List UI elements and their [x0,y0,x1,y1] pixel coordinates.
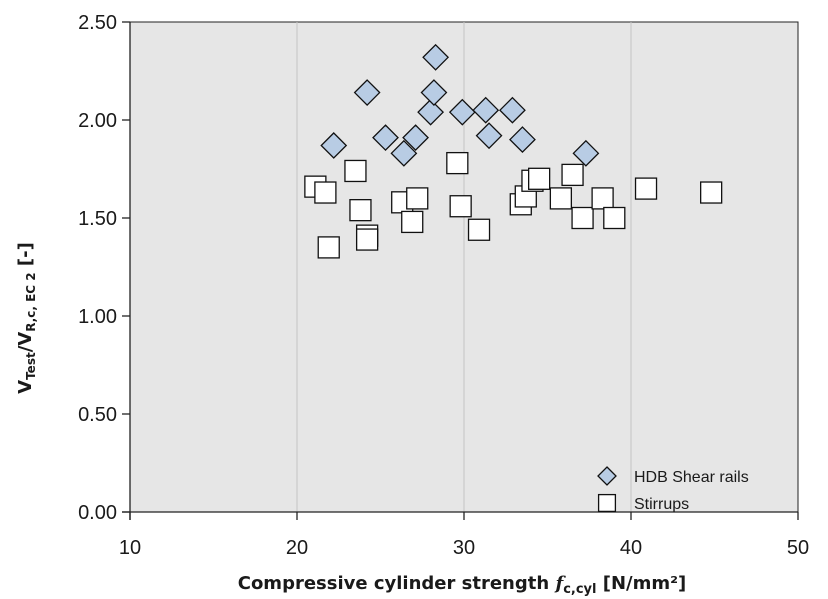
x-axis-title: Compressive cylinder strength fc,cyl [N/… [238,573,687,597]
stirrup-point [603,206,626,230]
hdb-shear-rail-point [422,43,450,71]
legend-label: Stirrups [634,496,689,513]
y-axis-title-sub2: R,c, EC 2 [24,272,38,331]
x-tick-label: 50 [787,537,809,559]
stirrup-point [314,181,337,204]
axes [122,22,798,520]
hdb-shear-rail-point [390,139,418,167]
y-tick-label: 2.50 [78,12,117,34]
y-axis-title-v2: V [15,332,36,346]
stirrup-point [317,236,340,259]
x-tick-label: 20 [286,537,308,559]
y-axis-title-unit: [-] [15,242,36,266]
hdb-shear-rail-point [420,79,448,106]
x-tick-label: 40 [620,537,642,559]
hdb-shear-rail-point [499,96,526,124]
hdb-shear-rail-point [475,122,503,150]
x-axis-title-sub: c,cyl [563,582,596,597]
x-axis-title-unit: [N/mm²] [603,573,687,594]
y-tick-label: 0.00 [78,502,117,524]
legend-label: HDB Shear rails [634,469,749,486]
x-tick-label: 30 [453,537,475,559]
stirrup-point [446,151,469,175]
stirrup-point [349,199,372,222]
hdb-shear-rail-point [417,98,445,126]
y-axis-title-v1: V [15,380,36,394]
stirrup-point [549,187,573,210]
stirrup-point [561,163,584,187]
y-tick-label: 0.50 [78,404,117,426]
stirrup-point [467,218,491,241]
data-markers [304,43,723,259]
legend: HDB Shear rails Stirrups [597,466,749,513]
y-tick-label: 1.00 [78,306,117,328]
stirrup-point [634,177,658,200]
y-tick-label: 2.00 [78,110,117,132]
hdb-shear-rail-point [372,124,399,152]
x-axis-title-main: Compressive cylinder strength [238,573,556,594]
stirrup-point [406,187,429,210]
hdb-shear-rail-point [353,79,381,106]
stirrup-point [401,210,424,234]
y-axis-title-sub1: Test [24,352,38,380]
stirrup-point [344,159,367,183]
stirrup-point [355,228,379,251]
y-axis-title: VTest/VR,c, EC 2 [-] [15,242,38,394]
stirrup-point [700,181,723,204]
stirrup-point [528,167,551,190]
stirrup-point [571,206,594,230]
hdb-shear-rail-point [448,98,476,126]
y-tick-label: 1.50 [78,208,117,230]
hdb-shear-rail-point [509,126,536,154]
legend-diamond-icon [597,466,617,486]
stirrup-point [449,195,472,218]
hdb-shear-rail-point [572,139,600,167]
hdb-shear-rail-point [320,132,348,159]
hdb-shear-rail-point [472,96,500,124]
x-axis-title-f: f [553,573,566,594]
ticks: 0.00 0.50 1.00 1.50 2.00 2.50 10 20 30 40 50 [78,12,809,559]
hdb-shear-rail-point [402,124,429,152]
x-tick-label: 10 [119,537,141,559]
stirrup-point [591,187,614,210]
y-axis-title-slash: / [15,345,36,352]
legend-square-icon [597,493,617,513]
